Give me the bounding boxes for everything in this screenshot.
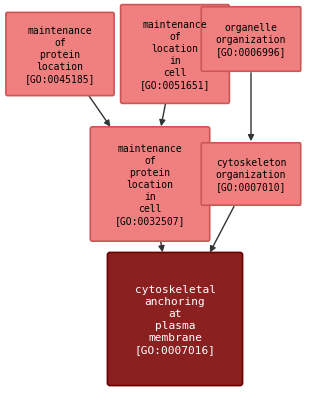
FancyBboxPatch shape: [201, 8, 301, 72]
FancyBboxPatch shape: [6, 13, 114, 96]
Text: maintenance
of
location
in
cell
[GO:0051651]: maintenance of location in cell [GO:0051…: [140, 20, 210, 90]
Text: cytoskeleton
organization
[GO:0007010]: cytoskeleton organization [GO:0007010]: [216, 158, 286, 192]
Text: maintenance
of
protein
location
in
cell
[GO:0032507]: maintenance of protein location in cell …: [115, 144, 185, 225]
FancyBboxPatch shape: [121, 6, 230, 104]
FancyBboxPatch shape: [201, 144, 301, 206]
FancyBboxPatch shape: [107, 253, 243, 386]
Text: maintenance
of
protein
location
[GO:0045185]: maintenance of protein location [GO:0045…: [25, 26, 95, 84]
Text: organelle
organization
[GO:0006996]: organelle organization [GO:0006996]: [216, 23, 286, 57]
FancyBboxPatch shape: [90, 128, 210, 241]
Text: cytoskeletal
anchoring
at
plasma
membrane
[GO:0007016]: cytoskeletal anchoring at plasma membran…: [134, 284, 216, 354]
